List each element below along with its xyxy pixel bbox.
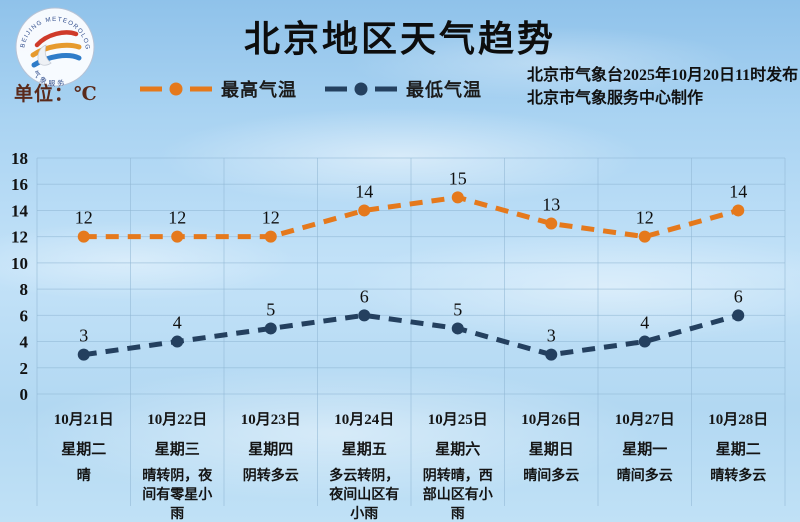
date-label: 10月24日 [334, 412, 395, 428]
weekday-label: 星期四 [248, 442, 294, 458]
min-temp-line [83, 312, 739, 358]
logo-dove-icon [37, 44, 52, 66]
min-temp-value-label: 5 [453, 299, 462, 319]
max-temp-value-label: 12 [262, 208, 280, 228]
ytick-label: 2 [20, 359, 29, 378]
logo-orange-stripe-icon [30, 42, 82, 58]
ytick-label: 8 [20, 280, 29, 299]
max-temp-point [451, 191, 464, 204]
max-temp-value-label: 12 [168, 208, 186, 228]
max-temp-line-swatch-icon [140, 82, 212, 96]
min-temp-point [77, 348, 90, 361]
legend-label-max-temp: 最高气温 [221, 80, 297, 100]
weather-label: 晴转多云 [710, 469, 767, 484]
weather-label: 晴 [76, 469, 91, 484]
min-temp-point [732, 309, 745, 322]
logo-blue-stripe-icon [31, 53, 82, 68]
max-temp-value-label: 14 [729, 181, 747, 201]
min-temp-point [451, 322, 464, 335]
max-temp-point [77, 230, 90, 243]
max-temp-point [264, 230, 277, 243]
publisher-info: 北京市气象台2025年10月20日11时发布 北京市气象服务中心制作 [527, 64, 798, 110]
day-column: 10月21日 星期二晴 [37, 404, 131, 522]
min-temp-point [264, 322, 277, 335]
xaxis-day-labels: 10月21日 星期二晴 10月22日 星期三 晴转阴，夜间有零星小雨 10月23日 星期四阴… [37, 404, 785, 522]
date-label: 10月25日 [427, 412, 488, 428]
day-column: 10月26日 星期日晴间多云 [505, 404, 599, 522]
max-temp-value-label: 13 [542, 195, 560, 215]
max-temp-point [358, 204, 371, 217]
weather-label: 阴转晴，西部山区有小雨 [422, 469, 493, 522]
day-column: 10月27日 星期一晴间多云 [598, 404, 692, 522]
weekday-label: 星期五 [341, 442, 387, 458]
min-temp-value-label: 3 [547, 326, 556, 346]
ytick-label: 0 [20, 385, 29, 404]
max-temp-point [171, 230, 184, 243]
legend-item-min-temp: 最低气温 [323, 76, 482, 102]
date-label: 10月28日 [708, 412, 769, 428]
ytick-label: 10 [11, 254, 28, 273]
date-label: 10月27日 [614, 412, 675, 428]
min-temp-value-label: 5 [266, 299, 275, 319]
max-temp-value-label: 15 [449, 168, 467, 188]
date-label: 10月22日 [147, 412, 208, 428]
weather-label: 晴间多云 [616, 469, 673, 484]
ytick-label: 6 [20, 306, 29, 325]
max-temp-line [83, 194, 739, 240]
weather-label: 晴转阴，夜间有零星小雨 [142, 469, 213, 522]
min-temp-point [358, 309, 371, 322]
date-label: 10月23日 [240, 412, 301, 428]
day-column: 10月25日 星期六阴转晴，西部山区有小雨 [411, 404, 505, 522]
weekday-label: 星期二 [61, 442, 107, 458]
ytick-label: 18 [11, 149, 28, 168]
logo-red-stripe-icon [34, 30, 79, 48]
ytick-label: 12 [11, 228, 28, 247]
min-temp-value-label: 4 [173, 313, 182, 333]
min-temp-point [545, 348, 558, 361]
weekday-label: 星期日 [528, 442, 574, 458]
max-temp-point [638, 230, 651, 243]
min-temp-line-swatch-icon [325, 82, 397, 96]
max-temp-value-label: 14 [355, 181, 373, 201]
unit-label: 单位：℃ [14, 84, 98, 105]
produced-line: 北京市气象服务中心制作 [527, 90, 704, 107]
weekday-label: 星期六 [435, 442, 481, 458]
meteorological-service-logo: BEIJING METEOROLOGICAL SERVICE 气象服务 [13, 5, 95, 88]
chart-legend: 最高气温 最低气温 [138, 76, 482, 102]
day-column: 10月28日 星期二晴转多云 [692, 404, 786, 522]
ytick-label: 4 [20, 333, 29, 352]
ytick-label: 14 [11, 201, 29, 220]
max-temp-point [545, 217, 558, 230]
page-title: 北京地区天气趋势 [243, 19, 556, 59]
min-temp-value-label: 4 [640, 313, 649, 333]
min-temp-value-label: 3 [79, 326, 88, 346]
weather-label: 晴间多云 [523, 469, 580, 484]
weekday-label: 星期三 [154, 442, 200, 458]
issued-line: 北京市气象台2025年10月20日11时发布 [527, 67, 799, 84]
min-temp-point [638, 335, 651, 348]
legend-item-max-temp: 最高气温 [138, 76, 297, 102]
date-label: 10月26日 [521, 412, 582, 428]
min-temp-point [171, 335, 184, 348]
day-column: 10月24日 星期五多云转阴，夜间山区有小雨 [318, 404, 412, 522]
max-temp-value-label: 12 [636, 208, 654, 228]
ytick-label: 16 [11, 175, 28, 194]
legend-label-min-temp: 最低气温 [406, 80, 482, 100]
min-temp-value-label: 6 [360, 286, 369, 306]
weather-label: 阴转多云 [242, 469, 299, 484]
max-temp-value-label: 12 [75, 208, 93, 228]
min-temp-value-label: 6 [734, 286, 743, 306]
max-temp-point [732, 204, 745, 217]
date-label: 10月21日 [53, 412, 114, 428]
weekday-label: 星期二 [715, 442, 761, 458]
weekday-label: 星期一 [622, 442, 668, 458]
day-column: 10月23日 星期四阴转多云 [224, 404, 318, 522]
day-column: 10月22日 星期三晴转阴，夜间有零星小雨 [131, 404, 225, 522]
weather-label: 多云转阴，夜间山区有小雨 [329, 469, 400, 522]
